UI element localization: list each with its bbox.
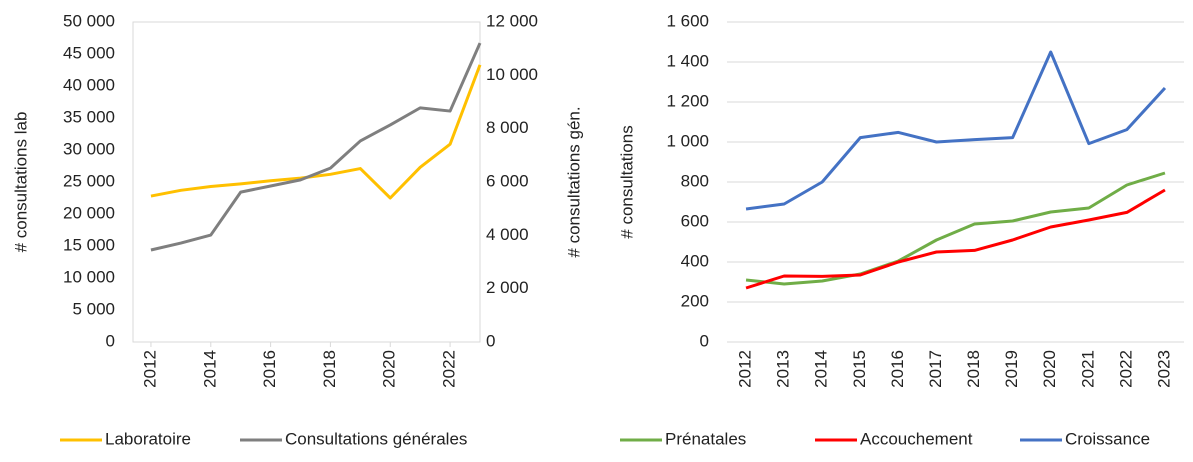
- x-tick-label: 2023: [1154, 350, 1173, 388]
- y-tick-label: 5 000: [72, 299, 115, 318]
- x-tick-label: 2013: [774, 350, 793, 388]
- y-tick-label: 0: [106, 331, 115, 350]
- x-tick-label: 2020: [1040, 350, 1059, 388]
- y-tick-label: 1 400: [666, 51, 709, 70]
- x-tick-label: 2015: [850, 350, 869, 388]
- y-tick-label: 600: [681, 211, 709, 230]
- legend-label: Accouchement: [860, 429, 973, 448]
- series-line: [745, 171, 1166, 286]
- y2-tick-label: 2 000: [486, 278, 529, 297]
- y-tick-label: 35 000: [63, 107, 115, 126]
- y-tick-label: 0: [700, 331, 709, 350]
- x-tick-label: 2017: [926, 350, 945, 388]
- y-tick-label: 50 000: [63, 11, 115, 30]
- x-tick-label: 2022: [1116, 350, 1135, 388]
- y-tick-label: 400: [681, 251, 709, 270]
- x-tick-label: 2022: [440, 350, 459, 388]
- y-tick-label: 1 200: [666, 91, 709, 110]
- y2-tick-label: 8 000: [486, 118, 529, 137]
- x-tick-label: 2019: [1002, 350, 1021, 388]
- x-tick-label: 2016: [888, 350, 907, 388]
- y-tick-label: 1 000: [666, 131, 709, 150]
- y2-tick-label: 12 000: [486, 11, 538, 30]
- x-tick-label: 2014: [200, 350, 219, 388]
- x-tick-label: 2020: [380, 350, 399, 388]
- y-tick-label: 30 000: [63, 139, 115, 158]
- y2-axis-label: # consultations gén.: [564, 106, 583, 257]
- legend-label: Laboratoire: [105, 429, 191, 448]
- plot-frame: [132, 21, 481, 343]
- y2-tick-label: 10 000: [486, 65, 538, 84]
- y-tick-label: 45 000: [63, 43, 115, 62]
- y-axis-label: # consultations: [617, 125, 636, 238]
- y2-tick-label: 0: [486, 331, 495, 350]
- legend-label: Croissance: [1065, 429, 1150, 448]
- y2-tick-label: 4 000: [486, 225, 529, 244]
- y-tick-label: 25 000: [63, 171, 115, 190]
- x-tick-label: 2012: [140, 350, 159, 388]
- legend-label: Consultations générales: [285, 429, 467, 448]
- y-tick-label: 40 000: [63, 75, 115, 94]
- y-axis-label: # consultations lab: [11, 112, 30, 253]
- y-tick-label: 1 600: [666, 11, 709, 30]
- x-tick-label: 2018: [320, 350, 339, 388]
- y-tick-label: 10 000: [63, 267, 115, 286]
- y-tick-label: 20 000: [63, 203, 115, 222]
- x-tick-label: 2014: [812, 350, 831, 388]
- x-tick-label: 2018: [964, 350, 983, 388]
- y2-tick-label: 6 000: [486, 171, 529, 190]
- series-line: [150, 42, 482, 252]
- x-tick-label: 2021: [1078, 350, 1097, 388]
- y-tick-label: 15 000: [63, 235, 115, 254]
- series-line: [150, 64, 482, 200]
- y-tick-label: 800: [681, 171, 709, 190]
- y-tick-label: 200: [681, 291, 709, 310]
- x-tick-label: 2012: [736, 350, 755, 388]
- x-tick-label: 2016: [260, 350, 279, 388]
- legend-label: Prénatales: [665, 429, 746, 448]
- series-line: [745, 50, 1167, 211]
- series-line: [745, 188, 1166, 290]
